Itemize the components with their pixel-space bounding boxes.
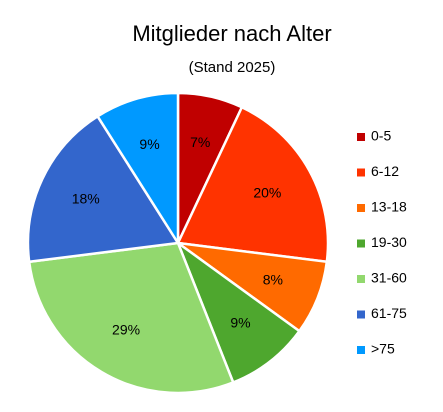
- data-label: 7%: [190, 134, 210, 150]
- legend-label: >75: [371, 341, 395, 357]
- pie-slice: [175, 239, 302, 385]
- legend-label: 61-75: [371, 305, 407, 321]
- legend-swatch: [357, 133, 365, 141]
- legend-swatch: [357, 275, 365, 283]
- chart-subtitle: (Stand 2025): [189, 59, 276, 76]
- legend-swatch: [357, 239, 365, 248]
- legend-label: 6-12: [371, 163, 399, 179]
- chart-title: Mitglieder nach Alter: [132, 21, 331, 46]
- data-label: 18%: [72, 190, 100, 206]
- legend-label: 31-60: [371, 270, 407, 286]
- pie-slice: [176, 105, 330, 264]
- legend-swatch: [357, 168, 365, 177]
- data-label: 29%: [112, 321, 140, 337]
- legend-label: 19-30: [371, 234, 407, 250]
- pie-slice: [95, 91, 180, 248]
- data-label: 20%: [253, 185, 281, 201]
- pie-slice: [27, 241, 235, 395]
- data-label: 9%: [230, 314, 250, 330]
- legend-swatch: [357, 204, 365, 212]
- legend-label: 0-5: [371, 128, 391, 144]
- pie-slice: [26, 114, 181, 264]
- legend-label: 13-18: [371, 199, 407, 215]
- data-label: 9%: [139, 136, 159, 152]
- legend-swatch: [357, 346, 365, 354]
- data-label: 8%: [263, 271, 283, 287]
- legend-swatch: [357, 310, 365, 319]
